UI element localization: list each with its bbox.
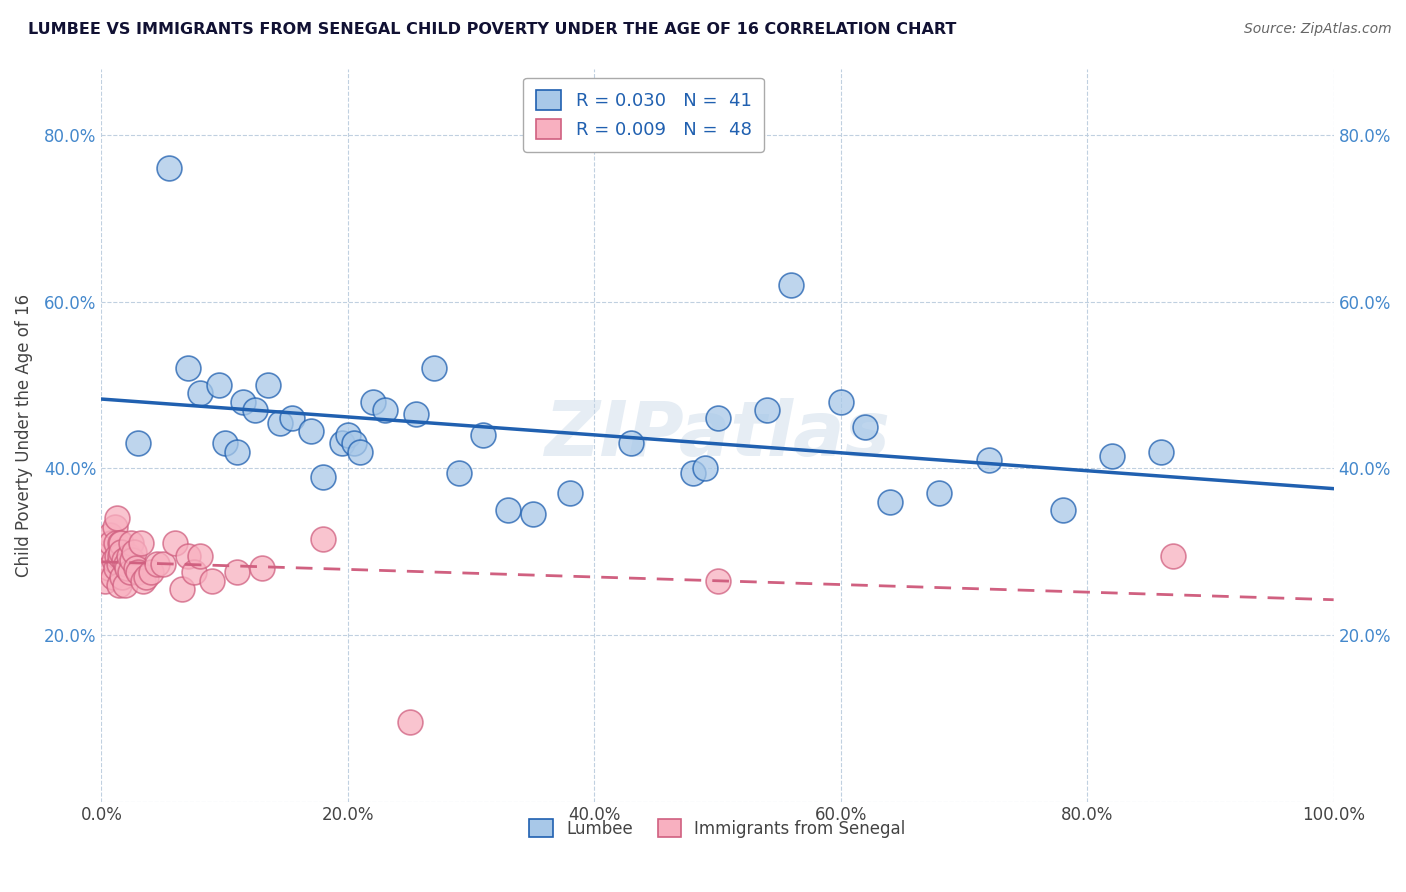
Point (330, 436, 353, 450)
Point (256, 378, 278, 392)
Text: ZIPatlas: ZIPatlas (544, 398, 890, 472)
Point (146, 557, 169, 571)
Point (281, 411, 304, 425)
Point (226, 566, 249, 580)
Point (226, 444, 249, 458)
Point (558, 486, 581, 500)
Point (706, 574, 728, 588)
Legend: Lumbee, Immigrants from Senegal: Lumbee, Immigrants from Senegal (523, 813, 912, 845)
Point (122, 544, 145, 558)
Point (855, 419, 877, 434)
Point (170, 582, 193, 596)
Point (299, 424, 322, 438)
Point (343, 436, 366, 450)
Point (928, 486, 950, 500)
Point (312, 469, 335, 483)
Point (97, 561, 120, 575)
Point (112, 553, 135, 567)
Point (135, 569, 157, 583)
Point (129, 536, 152, 550)
Point (977, 453, 1000, 467)
Point (423, 361, 446, 376)
Point (101, 569, 124, 583)
Point (188, 386, 211, 401)
Point (107, 578, 129, 592)
Point (110, 544, 132, 558)
Point (104, 519, 127, 533)
Point (879, 494, 901, 508)
Point (695, 461, 717, 475)
Point (110, 536, 132, 550)
Point (100, 536, 122, 550)
Point (152, 557, 174, 571)
Point (232, 394, 254, 409)
Text: Source: ZipAtlas.com: Source: ZipAtlas.com (1244, 22, 1392, 37)
Point (620, 436, 643, 450)
Point (183, 566, 205, 580)
Point (117, 561, 139, 575)
Point (269, 416, 291, 430)
Point (108, 549, 131, 563)
Point (105, 561, 128, 575)
Point (361, 394, 384, 409)
Point (830, 394, 852, 409)
Point (755, 403, 778, 417)
Point (107, 511, 129, 525)
Point (127, 566, 149, 580)
Point (250, 561, 273, 575)
Point (111, 569, 134, 583)
Y-axis label: Child Poverty Under the Age of 16: Child Poverty Under the Age of 16 (15, 293, 32, 576)
Point (201, 574, 224, 588)
Point (177, 549, 200, 563)
Point (1163, 549, 1185, 563)
Point (349, 444, 371, 458)
Point (312, 532, 335, 546)
Point (94, 574, 117, 588)
Point (207, 378, 229, 392)
Point (125, 561, 148, 575)
Point (780, 278, 803, 293)
Point (522, 507, 544, 521)
Point (214, 436, 236, 450)
Point (127, 436, 149, 450)
Point (165, 536, 187, 550)
Point (398, 715, 420, 730)
Point (107, 549, 129, 563)
Point (117, 549, 139, 563)
Point (103, 553, 125, 567)
Point (139, 566, 162, 580)
Point (472, 428, 495, 442)
Point (447, 466, 470, 480)
Text: LUMBEE VS IMMIGRANTS FROM SENEGAL CHILD POVERTY UNDER THE AGE OF 16 CORRELATION : LUMBEE VS IMMIGRANTS FROM SENEGAL CHILD … (28, 22, 956, 37)
Point (157, 161, 180, 176)
Point (97, 544, 120, 558)
Point (405, 407, 427, 421)
Point (1052, 503, 1074, 517)
Point (108, 536, 131, 550)
Point (1150, 444, 1173, 458)
Point (115, 557, 138, 571)
Point (132, 574, 155, 588)
Point (336, 428, 359, 442)
Point (120, 536, 142, 550)
Point (682, 466, 704, 480)
Point (105, 536, 128, 550)
Point (1101, 449, 1123, 463)
Point (496, 503, 519, 517)
Point (188, 549, 211, 563)
Point (114, 578, 136, 592)
Point (374, 403, 396, 417)
Point (107, 557, 129, 571)
Point (177, 361, 200, 376)
Point (98, 528, 121, 542)
Point (121, 553, 143, 567)
Point (706, 411, 728, 425)
Point (118, 566, 141, 580)
Point (245, 403, 267, 417)
